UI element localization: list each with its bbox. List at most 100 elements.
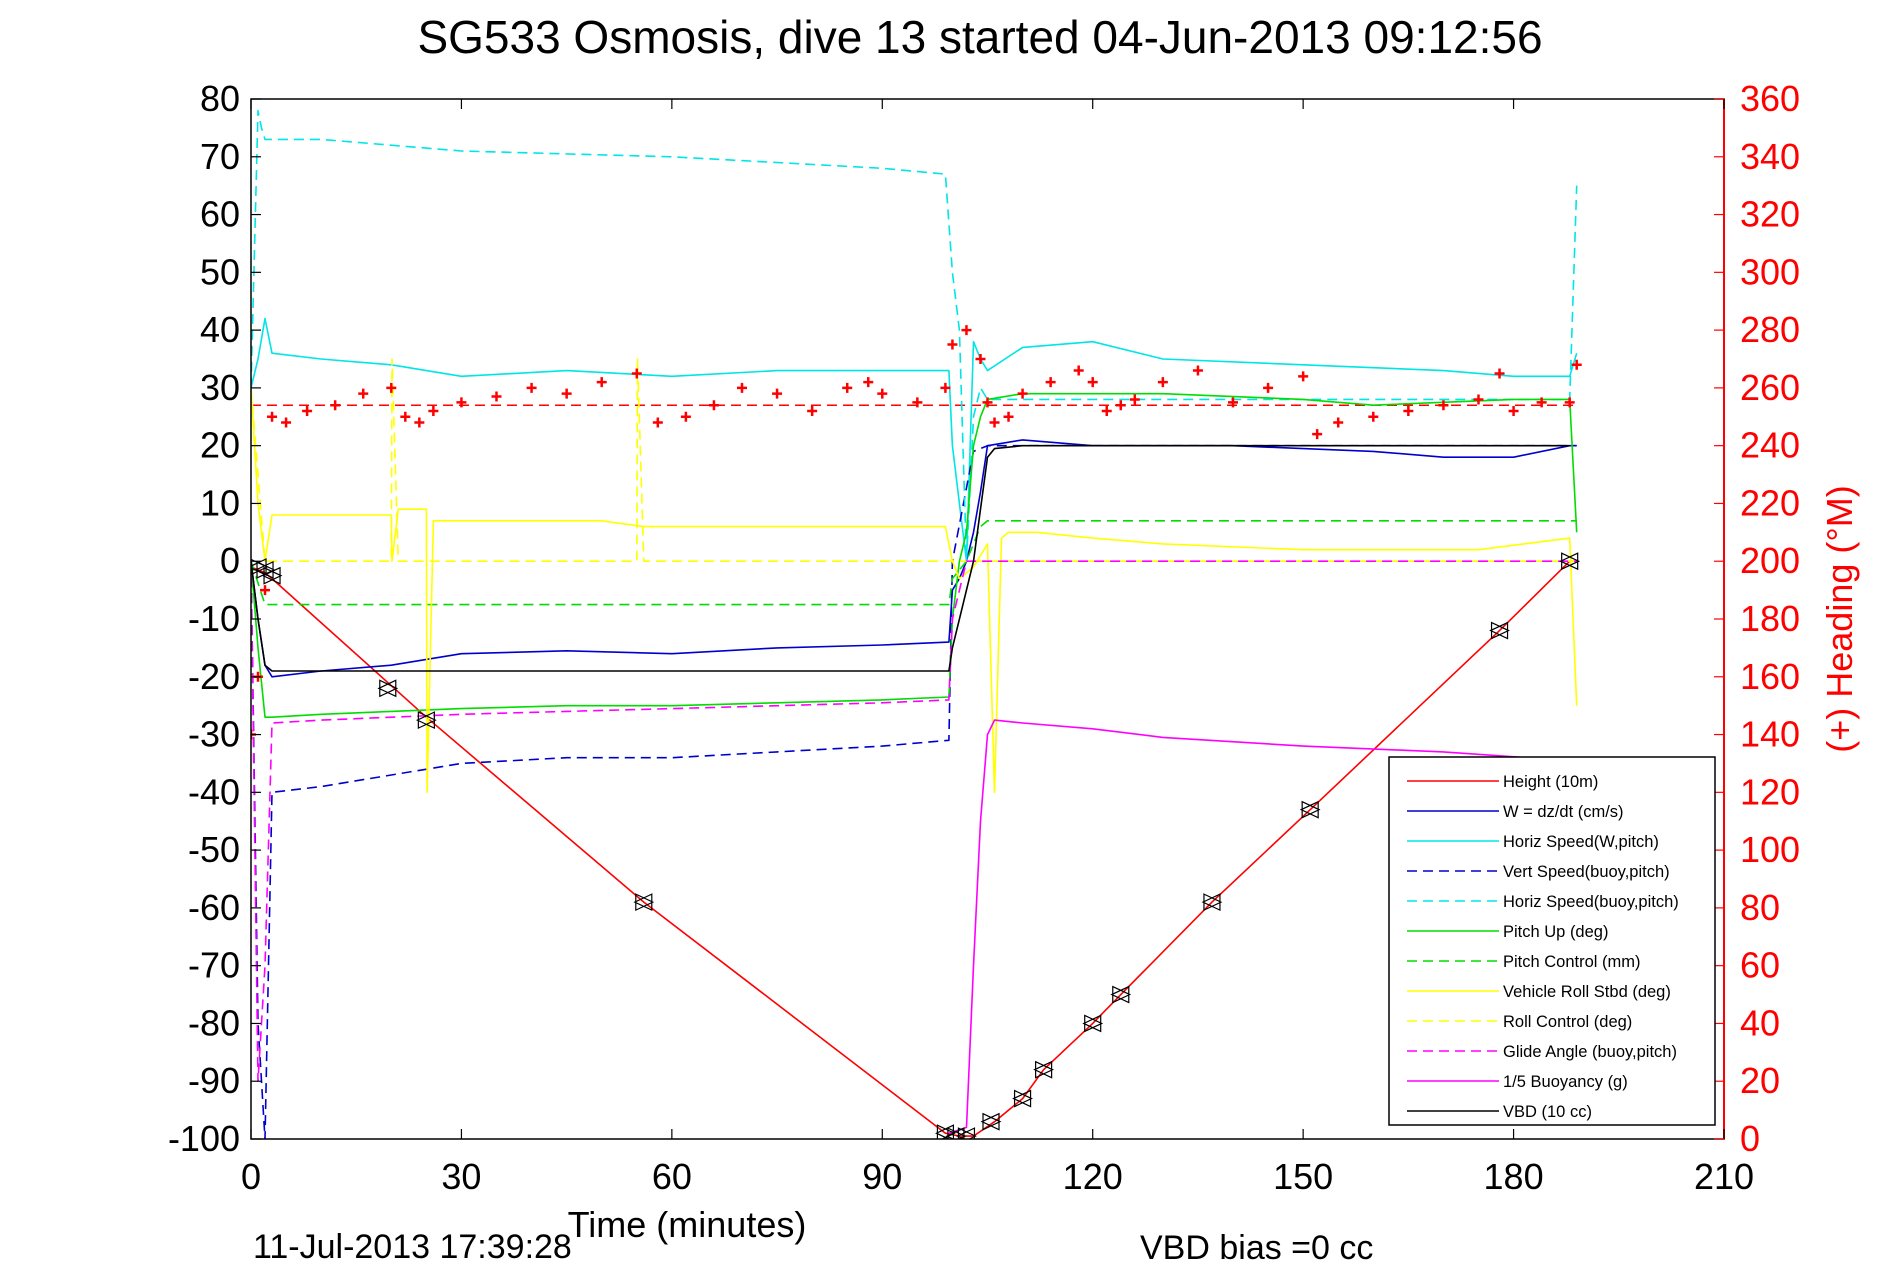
x-tick-label: 210 [1694, 1156, 1754, 1197]
y-tick-label: 40 [200, 309, 240, 350]
heading-point [1564, 397, 1575, 408]
heading-point [652, 417, 663, 428]
x-tick-label: 90 [862, 1156, 902, 1197]
heading-point [491, 391, 502, 402]
x-tick-label: 60 [652, 1156, 692, 1197]
heading-point [281, 417, 292, 428]
heading-point [302, 406, 313, 416]
heading-point [912, 397, 923, 408]
heading-point [989, 417, 1000, 428]
dive-marker [377, 679, 399, 698]
x-axis-label: Time (minutes) [568, 1204, 807, 1245]
footer-timestamp: 11-Jul-2013 17:39:28 [253, 1228, 572, 1262]
dive-marker [980, 1112, 1002, 1131]
right-tick-label: 140 [1740, 714, 1800, 755]
axes-layer: 0 30 60 90 120 150 180 21080706050403020100-10-… [168, 78, 1800, 1197]
right-tick-label: 80 [1740, 887, 1780, 928]
dive-marker [1559, 552, 1581, 571]
right-axis-label: (+) Heading (°M) [1819, 485, 1860, 752]
heading-point [561, 388, 572, 399]
y-tick-label: 20 [200, 425, 240, 466]
legend-box [1388, 756, 1716, 1126]
heading-point [358, 388, 369, 399]
legend-entry-label: VBD (10 cc) [1503, 1103, 1592, 1121]
legend-entry-label: Pitch Up (deg) [1503, 923, 1608, 941]
heading-point [1263, 382, 1274, 393]
dive-marker [261, 566, 283, 585]
heading-point [1333, 417, 1344, 428]
heading-point [1017, 388, 1028, 399]
y-tick-label: -20 [188, 656, 240, 697]
right-tick-label: 320 [1740, 194, 1800, 235]
heading-point [961, 325, 972, 336]
right-tick-label: 260 [1740, 367, 1800, 408]
legend-entry-label: Pitch Control (mm) [1503, 953, 1641, 971]
y-tick-label: -90 [188, 1060, 240, 1101]
right-tick-label: 200 [1740, 540, 1800, 581]
right-tick-label: 20 [1740, 1060, 1780, 1101]
x-tick-label: 0 [241, 1156, 261, 1197]
right-tick-label: 300 [1740, 251, 1800, 292]
right-tick-label: 280 [1740, 309, 1800, 350]
series-line-10 [948, 719, 1570, 1134]
dive-marker [1201, 893, 1223, 912]
heading-point [1571, 359, 1582, 370]
x-tick-label: 120 [1063, 1156, 1123, 1197]
legend-entry-label: W = dz/dt (cm/s) [1503, 803, 1624, 821]
y-tick-label: -10 [188, 598, 240, 639]
heading-point [1368, 411, 1379, 422]
dive-marker [956, 1127, 977, 1139]
heading-point [863, 377, 874, 388]
right-tick-label: 220 [1740, 482, 1800, 523]
heading-point [940, 382, 951, 393]
heading-point [982, 397, 993, 408]
heading-point [1087, 377, 1098, 388]
y-tick-label: -100 [168, 1118, 240, 1159]
heading-point [456, 397, 467, 408]
right-tick-label: 340 [1740, 136, 1800, 177]
dive-marker [1082, 1014, 1104, 1033]
heading-point [400, 411, 411, 422]
dive-marker [1012, 1089, 1033, 1108]
right-tick-label: 0 [1740, 1118, 1760, 1159]
legend-entry-label: Glide Angle (buoy,pitch) [1503, 1043, 1677, 1061]
heading-point [1192, 365, 1203, 376]
heading-point [386, 382, 397, 393]
right-tick-label: 60 [1740, 945, 1780, 986]
dive-marker [1299, 800, 1321, 819]
legend-entry-label: 1/5 Buoyancy (g) [1503, 1073, 1628, 1091]
dive-marker [1110, 985, 1132, 1004]
series-line-6 [251, 519, 1577, 606]
x-tick-label: 180 [1484, 1156, 1544, 1197]
heading-point [596, 377, 607, 388]
heading-point [1298, 371, 1309, 382]
dive-marker [633, 893, 655, 912]
heading-point [1073, 365, 1084, 376]
y-tick-label: -40 [188, 771, 240, 812]
x-tick-label: 150 [1273, 1156, 1333, 1197]
y-tick-label: 60 [200, 194, 240, 235]
heading-point [260, 585, 271, 596]
right-tick-label: 40 [1740, 1002, 1780, 1043]
heading-point [708, 400, 719, 411]
series-line-0 [251, 560, 1577, 1137]
heading-point [1045, 377, 1056, 388]
heading-point [330, 400, 341, 411]
heading-point [680, 411, 691, 422]
dive-marker [945, 1127, 967, 1139]
heading-point [1438, 400, 1449, 411]
legend-entry-label: Horiz Speed(buoy,pitch) [1503, 893, 1679, 911]
y-tick-label: 30 [200, 367, 240, 408]
y-tick-label: -70 [188, 945, 240, 986]
legend-entry-label: Horiz Speed(W,pitch) [1503, 833, 1659, 851]
heading-point [428, 406, 439, 416]
heading-point [526, 382, 537, 393]
y-tick-label: 0 [220, 540, 240, 581]
heading-point [1536, 397, 1547, 408]
y-tick-label: 10 [200, 482, 240, 523]
heading-point [975, 354, 986, 364]
chart-title: SG533 Osmosis, dive 13 started 04-Jun-20… [417, 11, 1542, 63]
heading-point [1473, 394, 1484, 405]
heading-point [1101, 406, 1112, 416]
heading-point [877, 388, 888, 399]
